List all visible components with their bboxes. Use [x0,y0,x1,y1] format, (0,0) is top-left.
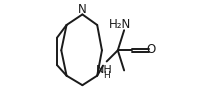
Text: NH: NH [96,65,112,75]
Text: N: N [78,3,87,16]
Text: H₂N: H₂N [109,18,131,31]
Text: H: H [103,71,110,80]
Text: O: O [147,43,156,56]
